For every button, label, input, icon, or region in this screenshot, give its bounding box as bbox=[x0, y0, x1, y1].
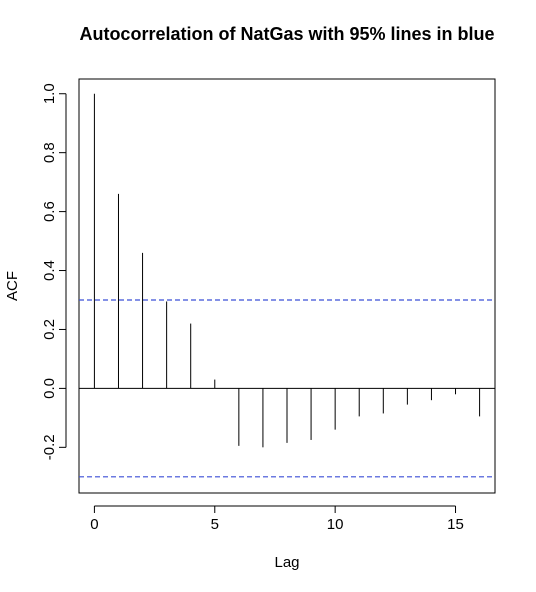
y-tick-label: 0.6 bbox=[41, 201, 58, 222]
x-axis-label: Lag bbox=[274, 554, 299, 571]
plot-area bbox=[78, 78, 496, 494]
y-tick-label: 0.8 bbox=[41, 142, 58, 163]
y-axis: -0.2 0.0 0.2 0.4 0.6 0.8 1.0 bbox=[41, 83, 67, 460]
y-tick-label: 1.0 bbox=[41, 83, 58, 104]
y-tick-label: 0.0 bbox=[41, 378, 58, 399]
x-tick-label: 15 bbox=[447, 516, 464, 533]
plot-frame bbox=[78, 78, 496, 494]
x-axis: 0 5 10 15 bbox=[90, 505, 464, 533]
y-axis-label: ACF bbox=[4, 271, 21, 301]
chart-title: Autocorrelation of NatGas with 95% lines… bbox=[79, 24, 494, 44]
y-tick-label: -0.2 bbox=[41, 434, 58, 460]
y-tick-label: 0.4 bbox=[41, 260, 58, 281]
x-tick-label: 10 bbox=[327, 516, 344, 533]
y-tick-label: 0.2 bbox=[41, 319, 58, 340]
x-tick-label: 0 bbox=[90, 516, 98, 533]
x-tick-label: 5 bbox=[211, 516, 219, 533]
